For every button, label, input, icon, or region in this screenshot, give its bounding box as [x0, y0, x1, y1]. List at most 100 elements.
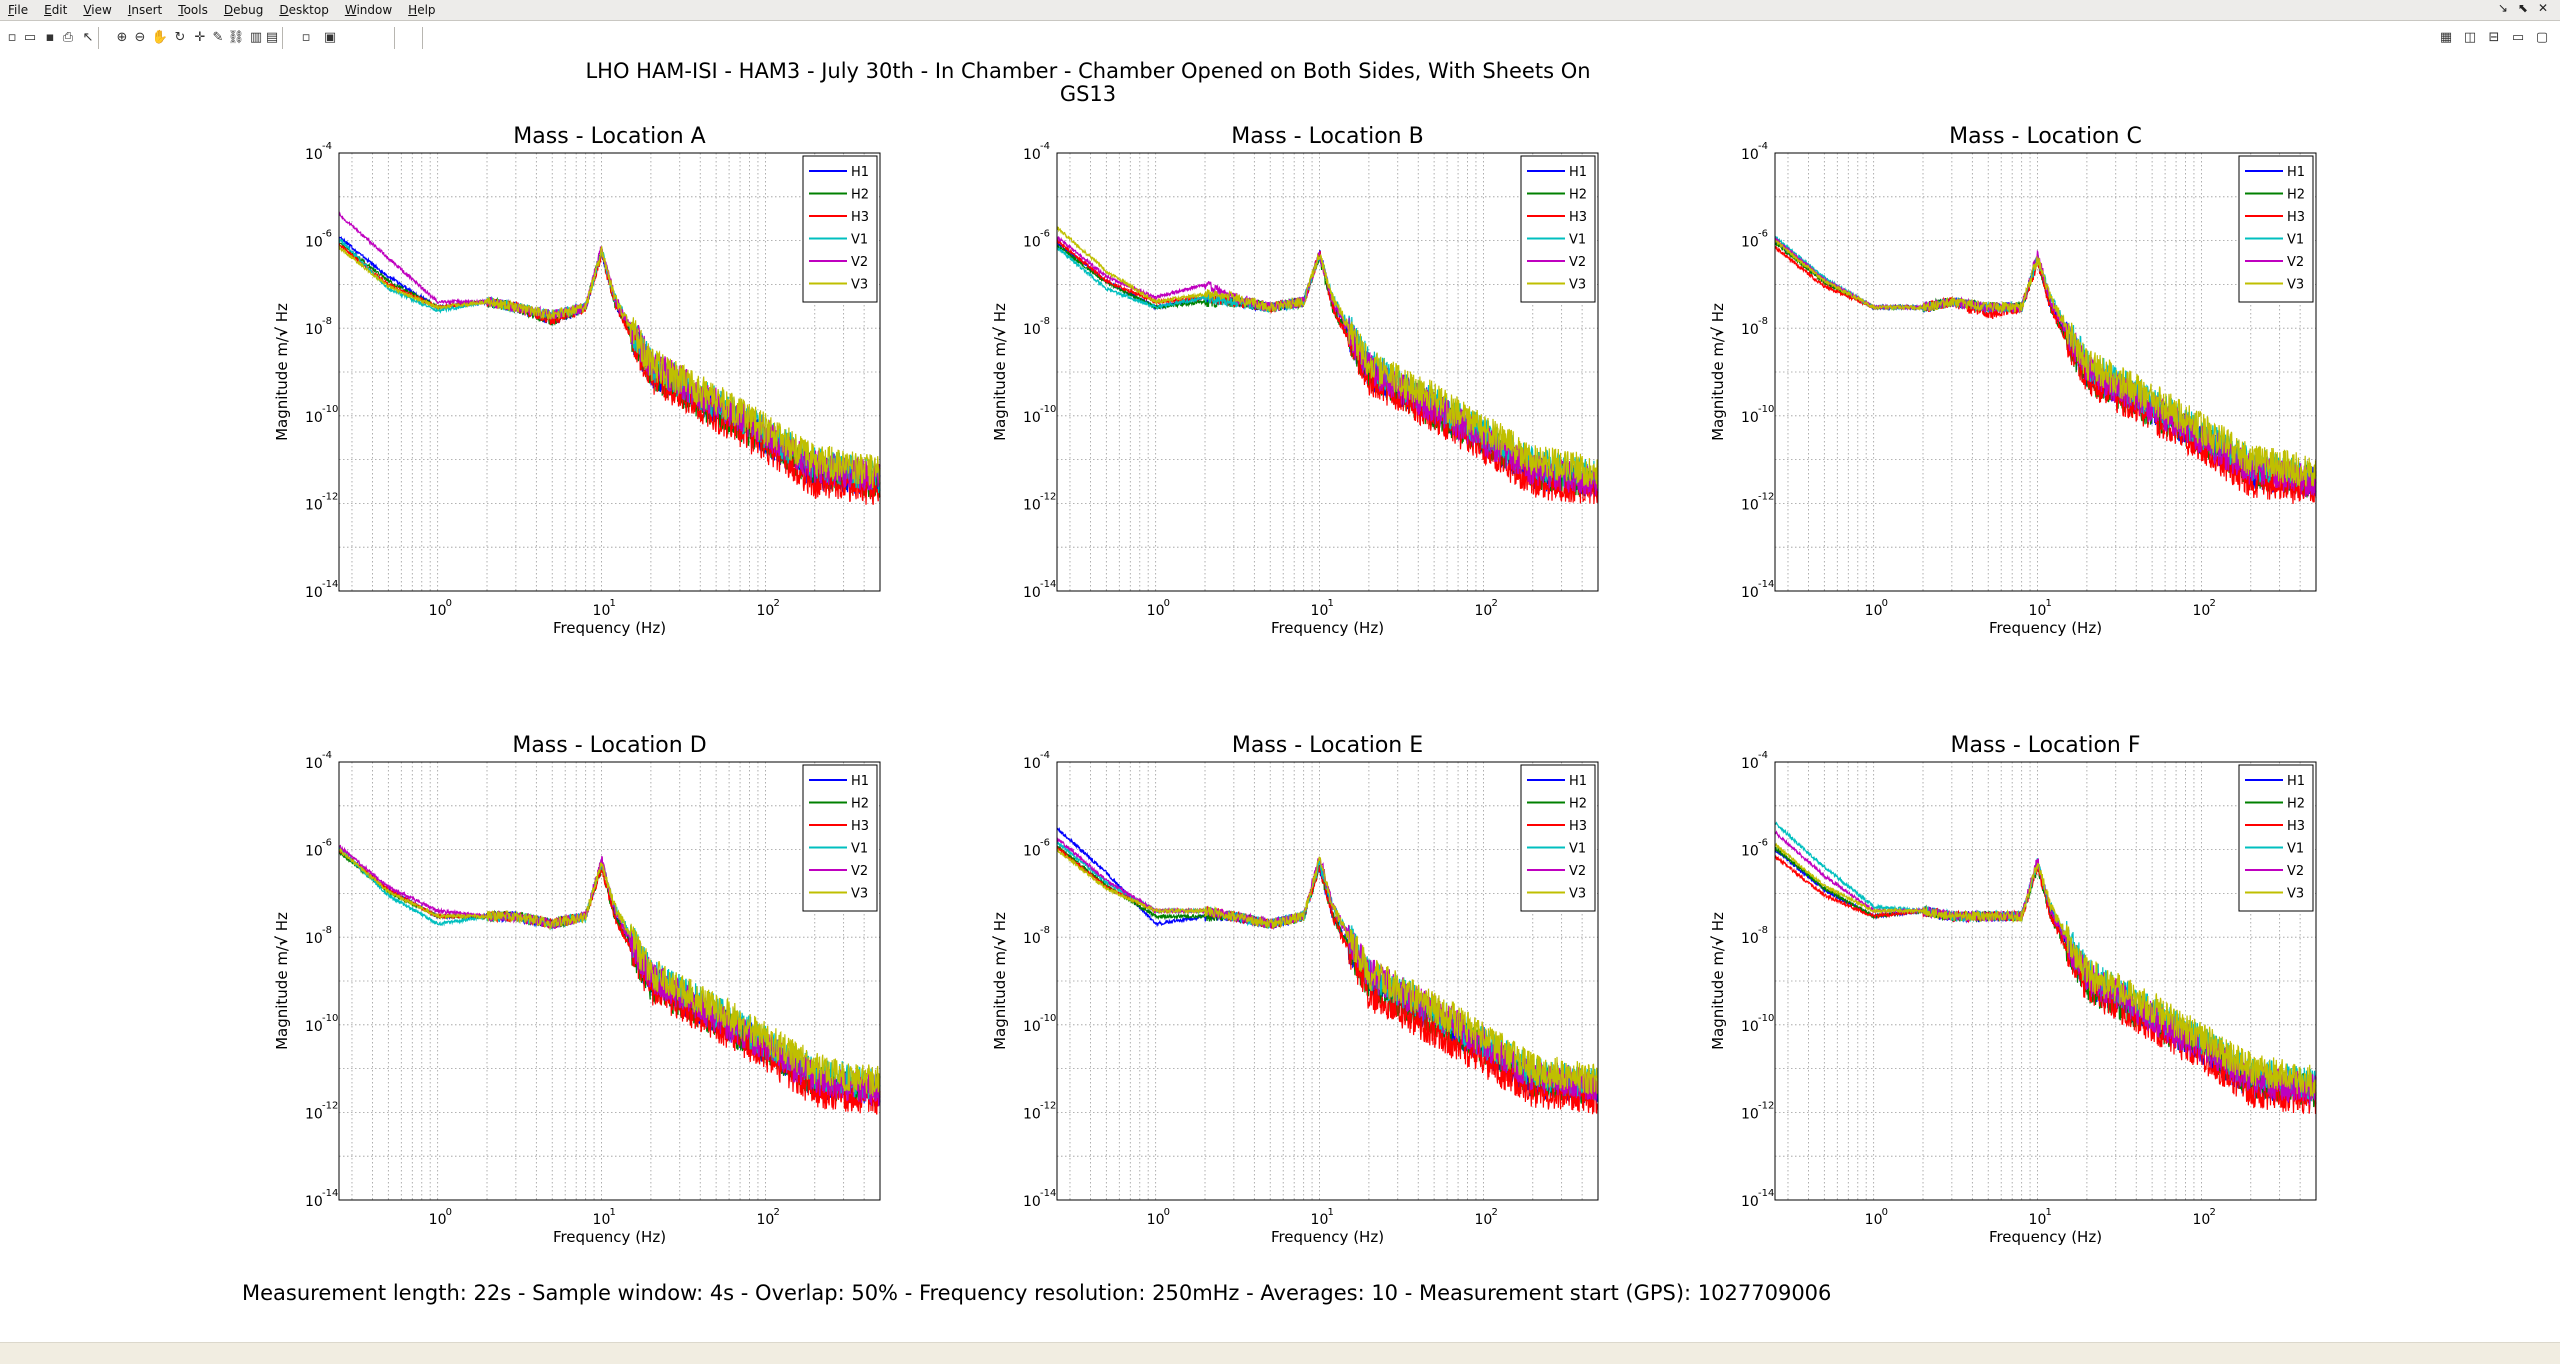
subplot-title: Mass - Location D [512, 733, 706, 758]
open-file-icon[interactable]: ▭ [23, 29, 37, 45]
legend-icon[interactable]: ▤ [265, 29, 279, 45]
top-bottom-icon[interactable]: ⊟ [2488, 29, 2500, 45]
menu-tools[interactable]: Tools [178, 3, 208, 17]
legend[interactable]: H1 H2 H3 V1 V2 V3 [2238, 155, 2314, 303]
legend-label-h2: H2 [851, 188, 869, 203]
menu-debug[interactable]: Debug [223, 3, 264, 17]
hide-plot-tools-icon[interactable]: ▫ [301, 29, 311, 45]
menu-help[interactable]: Help [408, 3, 436, 17]
legend[interactable]: H1 H2 H3 V1 V2 V3 [802, 155, 878, 303]
axes-background [339, 153, 880, 591]
x-tick-label: 10 [756, 603, 774, 619]
undock-icon[interactable]: ↘ [2497, 1, 2508, 15]
axes-frame [1056, 761, 1599, 1201]
x-tick-label: 10 [1311, 1212, 1329, 1228]
legend-label-h2: H2 [1569, 188, 1587, 203]
zoom-in-icon[interactable]: ⊕ [116, 29, 128, 45]
y-tick-exponent: -10 [1040, 404, 1056, 415]
y-tick-label: 10 [1741, 1019, 1759, 1035]
rotate-3d-icon[interactable]: ↻ [174, 29, 186, 45]
x-tick-label: 10 [1147, 603, 1165, 619]
legend-label-h3: H3 [1569, 210, 1587, 225]
left-right-icon[interactable]: ◫ [2463, 29, 2477, 45]
pan-icon[interactable]: ✋ [151, 29, 169, 45]
y-tick-exponent: -8 [1758, 316, 1768, 327]
legend-label-h3: H3 [851, 210, 869, 225]
legend-label-h3: H3 [1569, 819, 1587, 834]
new-figure-icon[interactable]: ▫ [7, 29, 17, 45]
legend-label-v3: V3 [2287, 278, 2304, 293]
series-v3-line [1774, 842, 2317, 1097]
y-tick-label: 10 [305, 497, 323, 513]
y-tick-exponent: -4 [322, 141, 332, 152]
axes-background [1775, 153, 2316, 591]
legend-label-v3: V3 [851, 278, 868, 293]
y-tick-exponent: -4 [1040, 750, 1050, 761]
y-tick-label: 10 [1023, 322, 1041, 338]
y-tick-label: 10 [1023, 931, 1041, 947]
y-axis-label: Magnitude m/√ Hz [273, 303, 291, 441]
save-icon[interactable]: ▪ [45, 29, 55, 45]
brush-icon[interactable]: ✎ [212, 29, 224, 45]
x-tick-label: 10 [429, 1212, 447, 1228]
legend-label-h1: H1 [2287, 774, 2305, 789]
x-tick-label: 10 [593, 603, 611, 619]
y-tick-label: 10 [305, 322, 323, 338]
menu-insert[interactable]: Insert [127, 3, 163, 17]
y-tick-exponent: -6 [1758, 838, 1768, 849]
zoom-out-icon[interactable]: ⊖ [134, 29, 146, 45]
y-tick-label: 10 [1741, 585, 1759, 601]
legend-box [802, 155, 878, 303]
legend[interactable]: H1 H2 H3 V1 V2 V3 [1520, 155, 1596, 303]
show-plot-tools-icon[interactable]: ▣ [323, 29, 337, 45]
toolbar-separator [422, 27, 423, 49]
subplot-title: Mass - Location A [513, 124, 705, 149]
subplot-title: Mass - Location E [1232, 733, 1423, 758]
y-tick-exponent: -10 [322, 404, 338, 415]
legend-label-v1: V1 [2287, 842, 2304, 857]
y-tick-label: 10 [1023, 1019, 1041, 1035]
float-icon[interactable]: ▭ [2511, 29, 2525, 45]
legend-label-h1: H1 [2287, 165, 2305, 180]
y-tick-exponent: -14 [1758, 579, 1774, 590]
menu-edit[interactable]: Edit [44, 3, 68, 17]
figure-area: LHO HAM-ISI - HAM3 - July 30th - In Cham… [0, 55, 2560, 1340]
menu-view[interactable]: View [83, 3, 112, 17]
y-tick-exponent: -4 [1040, 141, 1050, 152]
legend-label-v2: V2 [851, 255, 868, 270]
restore-icon[interactable]: ⬉ [2517, 1, 2528, 15]
menu-file[interactable]: File [8, 3, 29, 17]
colorbar-icon[interactable]: ▥ [249, 29, 263, 45]
close-icon[interactable]: ✕ [2537, 1, 2548, 15]
pointer-icon[interactable]: ↖ [82, 29, 94, 45]
legend[interactable]: H1 H2 H3 V1 V2 V3 [1520, 764, 1596, 912]
y-axis-label: Magnitude m/√ Hz [1709, 303, 1727, 441]
y-tick-label: 10 [1023, 147, 1041, 163]
subplot-location-a: 10 0 10 1 10 210-410-610-810-1010-1210-14Mass… [273, 124, 881, 637]
x-tick-exponent: 1 [1328, 1207, 1334, 1218]
x-tick-exponent: 0 [1164, 598, 1170, 609]
y-tick-label: 10 [305, 410, 323, 426]
data-cursor-icon[interactable]: ✛ [194, 29, 206, 45]
link-plot-icon[interactable]: ⛓ [227, 29, 245, 45]
menu-desktop[interactable]: Desktop [279, 3, 329, 17]
x-tick-label: 10 [2192, 603, 2210, 619]
y-tick-exponent: -6 [1040, 229, 1050, 240]
toolbar-separator [394, 27, 395, 49]
legend-label-v2: V2 [2287, 864, 2304, 879]
legend[interactable]: H1 H2 H3 V1 V2 V3 [2238, 764, 2314, 912]
subplot-location-b: 10 0 10 1 10 210-410-610-810-1010-1210-14Mass… [991, 124, 1599, 637]
y-tick-exponent: -4 [1758, 750, 1768, 761]
dock-icon[interactable]: ▢ [2535, 29, 2549, 45]
y-tick-exponent: -14 [322, 1188, 338, 1199]
menu-window[interactable]: Window [344, 3, 393, 17]
axes-frame [338, 152, 881, 592]
legend-label-h2: H2 [2287, 797, 2305, 812]
y-tick-label: 10 [305, 585, 323, 601]
figure-subtitle: GS13 [1060, 82, 1116, 106]
print-icon[interactable]: ⎙ [62, 29, 74, 45]
legend-label-v3: V3 [2287, 887, 2304, 902]
y-tick-label: 10 [305, 756, 323, 772]
tile-icon[interactable]: ▦ [2439, 29, 2453, 45]
legend[interactable]: H1 H2 H3 V1 V2 V3 [802, 764, 878, 912]
